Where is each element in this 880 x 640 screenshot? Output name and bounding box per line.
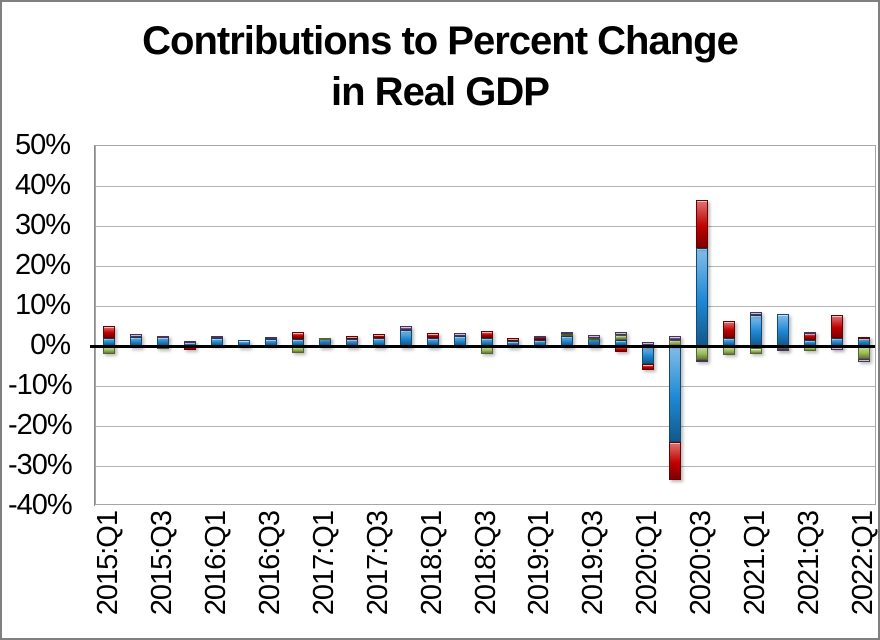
y-axis-tick-label: 10%: [14, 289, 71, 321]
x-axis-tick-label: 2018:Q3: [469, 511, 502, 616]
y-axis-line: [94, 145, 95, 506]
y-axis-tick-label: -40%: [8, 489, 73, 521]
bar-segment-green-series-2019:Q3: [588, 337, 601, 340]
bar-segment-red-series-2015:Q1: [103, 326, 116, 338]
bar-segment-red-series-2020:Q2: [669, 442, 682, 480]
bar-segment-purple-series-2015:Q4: [184, 340, 197, 343]
x-axis-tick-label: 2015:Q3: [146, 511, 179, 616]
y-axis-tick-label: -30%: [8, 449, 73, 481]
bar-segment-red-series-2017:Q3: [372, 334, 385, 339]
bar-segment-purple-series-2019:Q3: [588, 335, 601, 338]
bar-segment-red-series-2021:Q4: [830, 314, 843, 338]
bar-segment-blue-series-2020:Q2: [669, 346, 682, 442]
bar-segment-red-series-2018:Q3: [480, 331, 493, 338]
bar-segment-purple-series-2016:Q3: [265, 337, 278, 340]
gridline: [96, 306, 875, 307]
bar-segment-blue-series-2020:Q1: [642, 346, 655, 364]
bar-segment-red-series-2018:Q4: [507, 338, 520, 341]
bar-segment-green-series-2019:Q2: [561, 334, 574, 337]
bar-segment-green-series-2020:Q3: [695, 346, 708, 361]
bar-segment-red-series-2018:Q1: [426, 333, 439, 338]
y-axis-tick-label: 0%: [30, 329, 71, 361]
bar-segment-purple-series-2015:Q2: [130, 334, 143, 338]
gridline: [96, 426, 875, 427]
chart-title-line2: in Real GDP: [331, 70, 550, 114]
x-axis-tick-label: 2018:Q1: [415, 511, 448, 616]
x-axis-tick-label: 2017:Q1: [307, 511, 340, 616]
y-axis-tick-label: 40%: [14, 169, 71, 201]
bar-segment-blue-series-2021:Q1: [749, 314, 762, 346]
bar-segment-purple-series-2019:Q2: [561, 331, 574, 335]
bar-segment-purple-series-2019:Q1: [534, 335, 547, 338]
bar-segment-green-series-2021:Q1: [749, 348, 762, 354]
gridline: [96, 466, 875, 467]
bar-segment-purple-series-2020:Q2: [669, 336, 682, 340]
gridline: [96, 226, 875, 227]
bar-segment-red-series-2020:Q3: [695, 200, 708, 248]
x-axis-tick-label: 2019:Q1: [523, 511, 556, 616]
zero-axis-line: [90, 344, 875, 348]
x-axis-tick-label: 2016:Q1: [200, 511, 233, 616]
bar-segment-blue-series-2020:Q3: [695, 248, 708, 346]
bar-segment-purple-series-2016:Q1: [211, 336, 224, 339]
bar-segment-purple-series-2019:Q4: [615, 331, 628, 335]
x-axis-tick-label: 2022:Q1: [846, 511, 879, 616]
y-axis-tick-label: -10%: [8, 369, 73, 401]
x-axis-tick-label: 2017:Q3: [361, 511, 394, 616]
x-axis-tick-label: 2020:Q3: [684, 511, 717, 616]
bar-segment-purple-series-2021:Q1: [749, 312, 762, 315]
gridline: [96, 266, 875, 267]
bar-segment-red-series-2017:Q2: [345, 335, 358, 340]
bar-segment-purple-series-2021:Q2: [776, 349, 789, 352]
x-axis-tick-label: 2019:Q3: [577, 511, 610, 616]
chart-title-line1: Contributions to Percent Change: [142, 19, 739, 63]
plot-area: [90, 145, 876, 505]
y-axis-tick-label: 20%: [14, 249, 71, 281]
bar-segment-purple-series-2020:Q1: [642, 342, 655, 345]
bar-segment-green-series-2019:Q4: [615, 334, 628, 340]
x-axis-tick-label: 2020:Q1: [631, 511, 664, 616]
bar-segment-red-series-2020:Q1: [642, 363, 655, 370]
x-axis-tick-label: 2021:Q3: [792, 511, 825, 616]
bar-segment-red-series-2022:Q1: [857, 336, 870, 339]
x-axis-tick-label: 2021.Q1: [738, 511, 771, 616]
bar-segment-purple-series-2018:Q2: [453, 333, 466, 336]
gridline: [96, 386, 875, 387]
gridline: [96, 186, 875, 187]
x-axis-tick-label: 2015:Q1: [92, 511, 125, 616]
bar-segment-purple-series-2020:Q3: [695, 360, 708, 363]
bar-segment-red-series-2020:Q4: [722, 320, 735, 338]
chart-title: Contributions to Percent Change in Real …: [2, 16, 878, 118]
bar-segment-purple-series-2022:Q1: [857, 359, 870, 363]
bar-segment-purple-series-2015:Q3: [157, 335, 170, 338]
bar-segment-purple-series-2021:Q3: [803, 332, 816, 334]
bar-segment-purple-series-2017:Q4: [399, 326, 412, 330]
bar-segment-blue-series-2021:Q2: [776, 314, 789, 346]
bar-segment-red-series-2016:Q4: [291, 331, 304, 339]
y-axis-tick-label: 50%: [14, 129, 71, 161]
bar-segment-green-series-2017:Q1: [318, 337, 331, 340]
y-axis-tick-label: 30%: [14, 209, 71, 241]
bar-segment-green-series-2022:Q1: [857, 346, 870, 360]
y-axis-tick-label: -20%: [8, 409, 73, 441]
x-axis-tick-label: 2016:Q3: [254, 511, 287, 616]
